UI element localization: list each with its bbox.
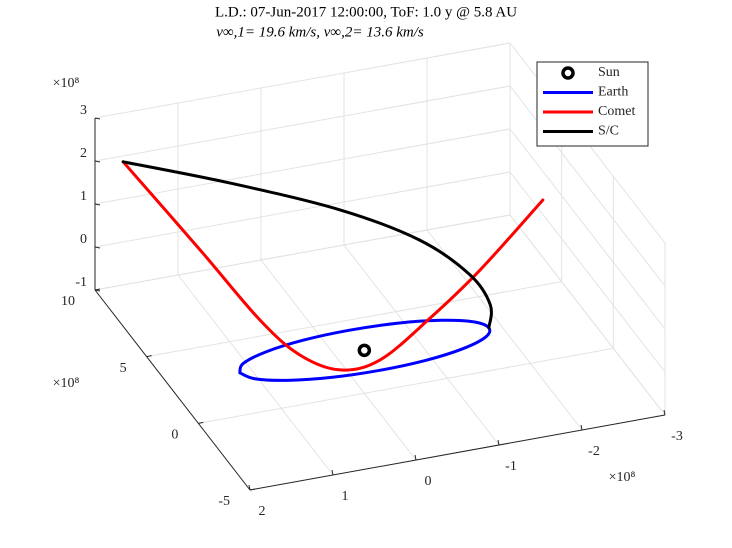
x-axis	[249, 414, 666, 491]
y-tick	[198, 421, 204, 424]
grid-line	[177, 274, 334, 476]
legend-label: S/C	[598, 124, 619, 139]
grid-line	[426, 229, 583, 431]
grid-line	[260, 259, 417, 461]
x-tick	[497, 439, 500, 446]
legend-label: Comet	[598, 104, 635, 119]
grid-line	[509, 171, 666, 373]
grid-line	[146, 281, 562, 358]
legend-label: Earth	[598, 85, 628, 100]
y-axis	[94, 289, 251, 491]
x-tick-label: 2	[259, 504, 266, 519]
z-exponent: ×10⁸	[53, 76, 80, 91]
y-exponent: ×10⁸	[53, 376, 80, 391]
x-tick-label: 1	[342, 489, 349, 504]
grid-line	[509, 214, 666, 416]
z-tick-label: 3	[80, 103, 87, 118]
x-tick-label: -1	[505, 459, 517, 474]
chart-title: L.D.: 07-Jun-2017 12:00:00, ToF: 1.0 y @…	[215, 4, 517, 20]
z-tick	[94, 289, 101, 292]
y-tick	[249, 488, 256, 491]
z-tick-label: 0	[80, 232, 87, 247]
y-tick-label: 0	[171, 428, 178, 443]
z-tick-label: 2	[80, 146, 87, 161]
z-tick	[94, 203, 101, 206]
grid-line	[198, 347, 614, 424]
legend-label: Sun	[598, 65, 620, 80]
z-tick	[94, 246, 101, 249]
grid-line	[509, 85, 666, 287]
grid-line	[94, 214, 511, 291]
grid-line	[94, 42, 511, 119]
z-tick-label: 1	[80, 189, 87, 204]
x-tick	[414, 454, 417, 461]
y-tick-label: -5	[218, 494, 230, 509]
x-tick-label: -3	[671, 429, 683, 444]
series-line	[121, 160, 545, 372]
x-tick	[248, 484, 251, 491]
chart-subtitle: v∞,1= 19.6 km/s, v∞,2= 13.6 km/s	[216, 24, 424, 40]
grid-line	[94, 85, 511, 162]
series-line	[121, 160, 493, 330]
x-tick	[580, 424, 583, 431]
grid-line	[94, 128, 511, 205]
x-tick-label: 0	[425, 474, 432, 489]
z-tick	[94, 160, 101, 163]
z-tick	[94, 117, 101, 120]
grid-line	[509, 128, 666, 330]
x-exponent: ×10⁸	[609, 470, 636, 485]
y-tick-label: 5	[120, 361, 127, 376]
z-tick-label: -1	[75, 275, 87, 290]
x-tick-label: -2	[588, 444, 600, 459]
y-tick	[146, 355, 152, 358]
grid-line	[343, 244, 500, 446]
legend-marker	[561, 66, 575, 80]
x-tick	[663, 409, 666, 416]
x-tick	[331, 469, 334, 476]
grid-line	[94, 171, 511, 248]
y-tick-label: 10	[61, 294, 75, 309]
marker	[357, 343, 372, 358]
